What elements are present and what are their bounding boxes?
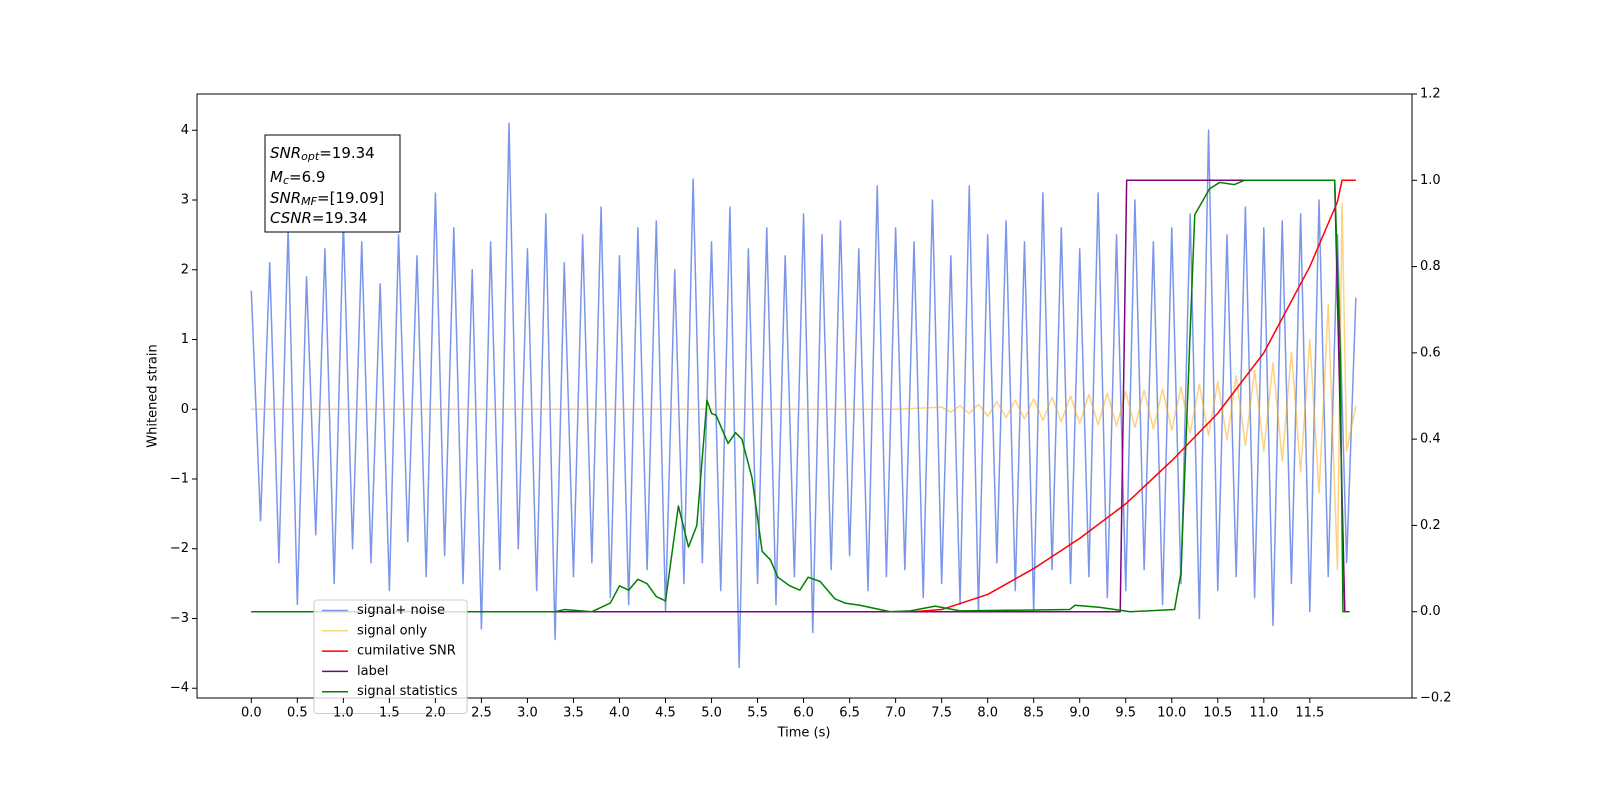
y-tick-label: −2 (170, 541, 189, 556)
y-tick-label: 4 (181, 123, 189, 138)
legend-box (313, 599, 468, 714)
x-tick-label: 1.5 (379, 706, 400, 721)
y-tick-label: −1 (170, 471, 189, 486)
y2-tick-label: 0.0 (1420, 604, 1441, 619)
annotation-sub: opt (301, 150, 320, 163)
annotation-value: =6.9 (289, 168, 325, 186)
annotation-sub: MF (301, 195, 317, 208)
y-tick-label: −3 (170, 611, 189, 626)
annotation-box (264, 134, 401, 233)
x-tick-label: 6.0 (793, 706, 814, 721)
legend-label: signal+ noise (357, 603, 445, 618)
annotation-base: SNR (270, 144, 301, 162)
annotation-text: CSNR=19.34 (270, 209, 367, 227)
annotation-text: SNRopt=19.34 (270, 144, 375, 164)
x-tick-label: 5.0 (701, 706, 722, 721)
x-tick-label: 11.5 (1295, 706, 1324, 721)
x-tick-label: 5.5 (747, 706, 768, 721)
y-tick-label: 2 (181, 262, 189, 277)
x-tick-label: 8.5 (1023, 706, 1044, 721)
y-tick-label: 3 (181, 193, 189, 208)
y2-tick-label: 1.2 (1420, 87, 1441, 102)
y-tick-label: −4 (170, 681, 189, 696)
legend-label: cumilative SNR (357, 644, 456, 659)
series-line (251, 202, 1357, 571)
x-tick-label: 2.5 (471, 706, 492, 721)
y2-tick-label: 0.4 (1420, 432, 1441, 447)
x-tick-label: 4.5 (655, 706, 676, 721)
series-line (251, 179, 1350, 613)
legend-label: label (357, 664, 388, 679)
y2-tick-label: 0.6 (1420, 345, 1441, 360)
y-axis-label: Whitened strain (146, 344, 161, 447)
annotation-sub: c (283, 174, 289, 187)
x-tick-label: 2.0 (425, 706, 446, 721)
x-tick-label: 11.0 (1249, 706, 1278, 721)
y-tick-label: 1 (181, 332, 189, 347)
plot-area (250, 122, 1357, 669)
x-tick-label: 0.0 (241, 706, 262, 721)
annotation-value: =19.34 (312, 209, 368, 227)
x-tick-label: 4.0 (609, 706, 630, 721)
y-tick-label: 0 (181, 402, 189, 417)
x-tick-label: 0.5 (287, 706, 308, 721)
x-tick-label: 3.0 (517, 706, 538, 721)
series-line (251, 179, 1356, 613)
y2-tick-label: 1.0 (1420, 173, 1441, 188)
x-tick-label: 10.0 (1157, 706, 1186, 721)
x-tick-label: 8.0 (977, 706, 998, 721)
x-tick-label: 9.5 (1115, 706, 1136, 721)
legend-label: signal only (357, 623, 427, 638)
annotation-base: SNR (270, 189, 301, 207)
x-tick-label: 10.5 (1203, 706, 1232, 721)
annotation-value: =19.34 (319, 144, 375, 162)
series-line (250, 122, 1357, 669)
y2-tick-label: 0.2 (1420, 518, 1441, 533)
legend-label: signal statistics (357, 684, 458, 699)
x-tick-label: 6.5 (839, 706, 860, 721)
x-tick-label: 7.5 (931, 706, 952, 721)
legend: signal+ noise signal only cumilative SNR la… (313, 599, 468, 714)
x-tick-label: 1.0 (333, 706, 354, 721)
y2-tick-label: 0.8 (1420, 259, 1441, 274)
annotation-base: M (270, 168, 283, 186)
annotation-text: SNRMF=[19.09] (270, 189, 384, 209)
annotation-value: =[19.09] (317, 189, 384, 207)
annotation-base: CSNR (270, 209, 312, 227)
annotation-text: Mc=6.9 (270, 168, 325, 188)
annotation: SNRopt=19.34Mc=6.9SNRMF=[19.09]CSNR=19.3… (264, 134, 401, 233)
x-axis-label: Time (s) (777, 726, 831, 741)
x-tick-label: 3.5 (563, 706, 584, 721)
axes-frame (196, 93, 1413, 699)
x-tick-label: 7.0 (885, 706, 906, 721)
x-tick-label: 9.0 (1069, 706, 1090, 721)
y2-tick-label: −0.2 (1420, 691, 1452, 706)
